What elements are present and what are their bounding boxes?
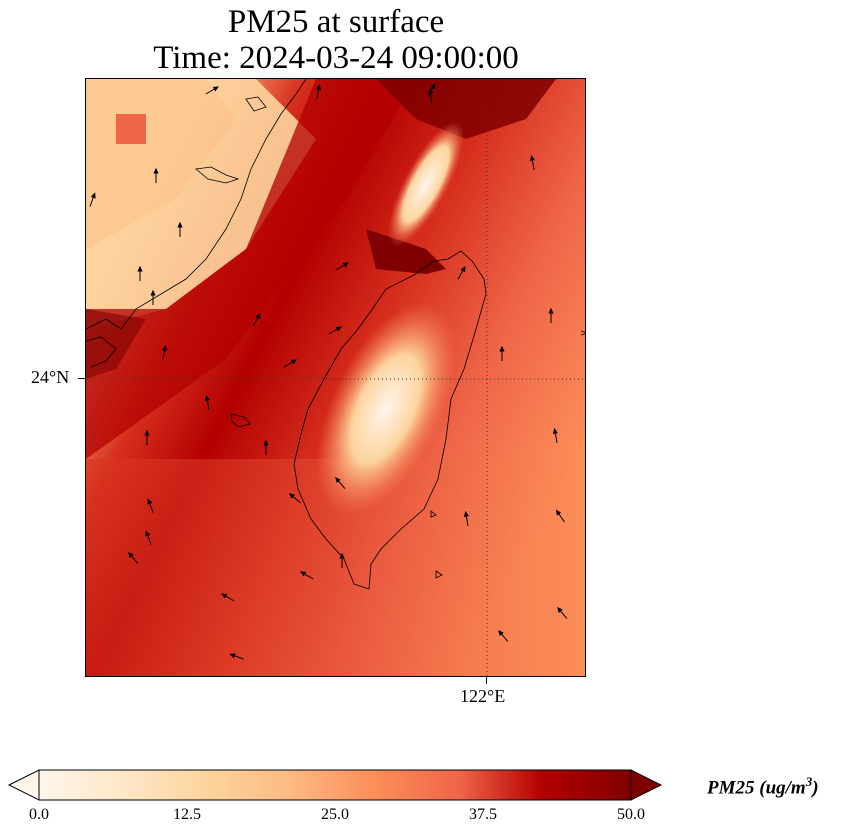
- wind-arrow: [283, 359, 297, 368]
- colorbar-tick-3: 37.5: [469, 806, 497, 823]
- wind-arrow: [263, 439, 269, 455]
- title-line-2: Time: 2024-03-24 09:00:00: [153, 40, 519, 76]
- wind-arrow: [335, 262, 349, 271]
- wind-arrow: [427, 83, 436, 97]
- wind-arrow: [457, 266, 466, 280]
- colorbar-label: PM25 (ug/m3): [707, 774, 819, 799]
- wind-arrow: [552, 427, 558, 443]
- wind-arrow: [335, 476, 346, 489]
- wind-vectors: [89, 83, 568, 660]
- wind-arrow: [177, 221, 183, 237]
- wind-arrow: [339, 552, 345, 568]
- wind-arrow: [153, 167, 159, 183]
- wind-arrow: [548, 307, 554, 323]
- latitude-label: 24°N: [31, 367, 70, 387]
- wind-arrow: [555, 509, 565, 523]
- colorbar-tick-0: 0.0: [29, 806, 49, 823]
- pm25-field: [86, 79, 585, 676]
- wind-arrow: [145, 530, 152, 545]
- wind-arrow: [300, 571, 314, 580]
- wind-arrow: [221, 593, 235, 602]
- wind-arrow: [128, 551, 139, 564]
- title-line-1: PM25 at surface: [227, 4, 445, 40]
- wind-arrow: [316, 83, 322, 99]
- wind-arrow: [499, 345, 505, 361]
- wind-arrow: [204, 394, 210, 410]
- longitude-label: 122°E: [460, 686, 506, 706]
- colorbar-label-main: PM25 (ug/m: [707, 777, 806, 799]
- colorbar-tick-4: 50.0: [617, 806, 645, 823]
- colorbar-extend-min: [7, 769, 40, 801]
- wind-arrow: [89, 192, 96, 207]
- wind-arrow: [144, 429, 150, 445]
- colorbar: [7, 768, 663, 806]
- pm25-map: [86, 79, 585, 676]
- colorbar-gradient: [38, 769, 632, 801]
- wind-arrow: [205, 86, 219, 95]
- colorbar-tick-1: 12.5: [173, 806, 201, 823]
- lon-tick: [486, 677, 487, 684]
- wind-arrow: [288, 493, 301, 504]
- map-title: PM25 at surface Time: 2024-03-24 09:00:0…: [85, 4, 587, 76]
- wind-arrow: [328, 326, 342, 335]
- wind-arrow: [529, 154, 535, 170]
- colorbar-tick-2: 25.0: [321, 806, 349, 823]
- wind-arrow: [498, 629, 509, 642]
- wind-arrow: [463, 510, 469, 526]
- wind-arrow: [162, 344, 168, 360]
- colorbar-label-sup: 3: [805, 774, 813, 789]
- coastline: [86, 79, 585, 590]
- wind-arrow: [557, 606, 568, 619]
- colorbar-label-end: ): [812, 777, 819, 799]
- wind-arrow: [147, 498, 154, 513]
- wind-arrow: [137, 265, 143, 281]
- wind-arrow: [229, 653, 244, 660]
- wind-arrow: [252, 313, 261, 327]
- lat-tick: [78, 378, 85, 379]
- map-panel[interactable]: [85, 78, 586, 677]
- wind-arrow: [150, 289, 156, 305]
- colorbar-extend-max: [630, 769, 663, 801]
